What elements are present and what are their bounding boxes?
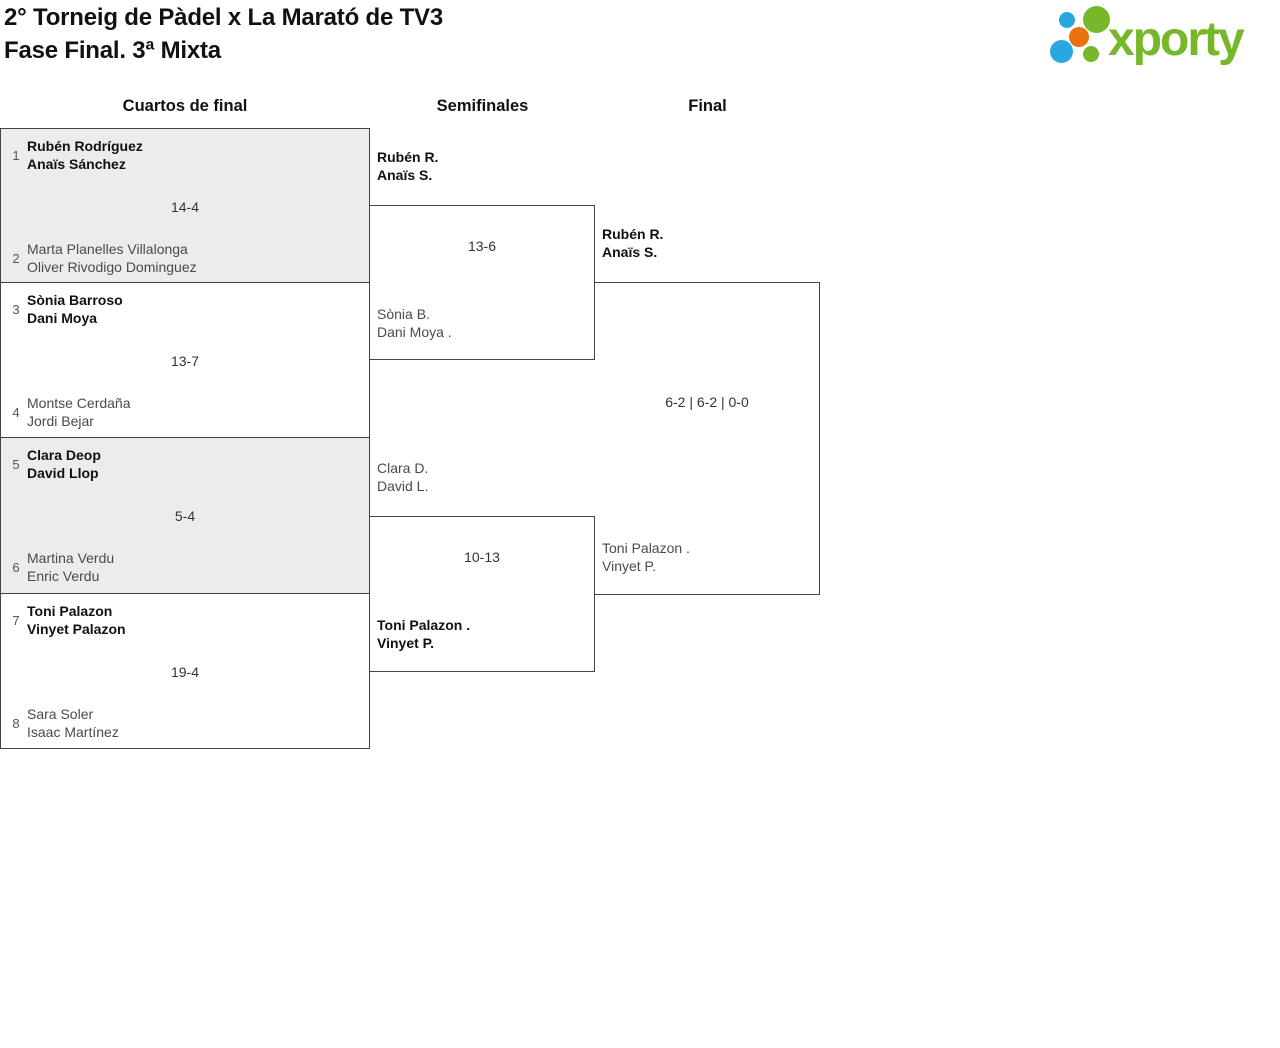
team-name: Clara D. David L. [377, 460, 429, 494]
match-qf-1: 1 Rubén Rodríguez Anaïs Sánchez 14-4 2 Ma… [0, 128, 370, 283]
seed-number: 6 [12, 559, 20, 575]
team-name: Toni Palazon . Vinyet P. [377, 617, 471, 651]
match-sf-2: Clara D. David L. 10-13 Toni Palazon . Vin… [370, 460, 595, 672]
seed-number: 3 [12, 301, 20, 317]
seed-number: 2 [12, 250, 20, 266]
logo-dot-blue-large-icon [1050, 40, 1073, 63]
round-header-quarterfinals: Cuartos de final [122, 97, 248, 115]
match-sf-1: Rubén R. Anaïs S. 13-6 Sònia B. Dani Moya … [370, 149, 595, 360]
match-score: 19-4 [170, 664, 200, 680]
team-name: Toni Palazon Vinyet Palazon [27, 603, 126, 637]
qf4-top-slot: 7 Toni Palazon Vinyet Palazon [9, 602, 126, 638]
match-score: 5-4 [174, 508, 196, 524]
qf4-bottom-slot: 8 Sara Soler Isaac Martínez [9, 705, 119, 741]
logo-dot-green-small-icon [1083, 46, 1099, 62]
team-name: Toni Palazon . Vinyet P. [602, 540, 690, 574]
team-name: Montse Cerdaña Jordi Bejar [27, 395, 131, 429]
match-score: 13-7 [170, 353, 200, 369]
qf1-bottom-slot: 2 Marta Planelles Villalonga Oliver Rivod… [9, 240, 197, 276]
qf2-bottom-slot: 4 Montse Cerdaña Jordi Bejar [9, 394, 131, 430]
seed-number: 1 [12, 147, 20, 163]
team-name: Martina Verdu Enric Verdu [27, 550, 115, 584]
qf3-bottom-slot: 6 Martina Verdu Enric Verdu [9, 549, 114, 585]
logo-wordmark: xporty [1108, 13, 1245, 66]
page-title: 2° Torneig de Pàdel x La Marató de TV3 [4, 4, 444, 31]
logo-dot-green-large-icon [1083, 6, 1110, 33]
logo-dot-blue-small-icon [1059, 12, 1075, 28]
page-subtitle: Fase Final. 3ª Mixta [4, 37, 221, 64]
xporty-logo[interactable]: xporty [1048, 5, 1278, 75]
team-name: Sara Soler Isaac Martínez [27, 706, 119, 740]
team-name: Rubén R. Anaïs S. [377, 149, 439, 183]
logo-dot-orange-icon [1069, 27, 1089, 47]
team-name: Marta Planelles Villalonga Oliver Rivodig… [27, 241, 197, 275]
match-qf-4: 7 Toni Palazon Vinyet Palazon 19-4 8 Sara… [0, 593, 370, 749]
qf3-top-slot: 5 Clara Deop David Llop [9, 446, 101, 482]
match-score: 13-6 [467, 238, 497, 254]
match-score: 6-2 | 6-2 | 0-0 [665, 394, 749, 410]
round-header-final: Final [688, 97, 727, 115]
match-qf-2: 3 Sònia Barroso Dani Moya 13-7 4 Montse C… [0, 282, 370, 438]
title-block: 2° Torneig de Pàdel x La Marató de TV3 F… [4, 1, 443, 67]
qf2-top-slot: 3 Sònia Barroso Dani Moya [9, 291, 123, 327]
seed-number: 8 [12, 715, 20, 731]
team-name: Sònia B. Dani Moya . [377, 306, 452, 340]
team-name: Sònia Barroso Dani Moya [27, 292, 123, 326]
team-name: Rubén R. Anaïs S. [602, 226, 664, 260]
team-name: Clara Deop David Llop [27, 447, 101, 481]
match-qf-3: 5 Clara Deop David Llop 5-4 6 Martina Ver… [0, 437, 370, 594]
match-final: Rubén R. Anaïs S. 6-2 | 6-2 | 0-0 Toni Pa… [595, 226, 820, 595]
match-score: 10-13 [464, 549, 500, 565]
qf1-top-slot: 1 Rubén Rodríguez Anaïs Sánchez [9, 137, 143, 173]
round-header-semifinals: Semifinales [436, 97, 529, 115]
seed-number: 7 [12, 612, 20, 628]
match-score: 14-4 [170, 199, 200, 215]
seed-number: 4 [12, 404, 20, 420]
seed-number: 5 [12, 456, 20, 472]
team-name: Rubén Rodríguez Anaïs Sánchez [27, 138, 143, 172]
